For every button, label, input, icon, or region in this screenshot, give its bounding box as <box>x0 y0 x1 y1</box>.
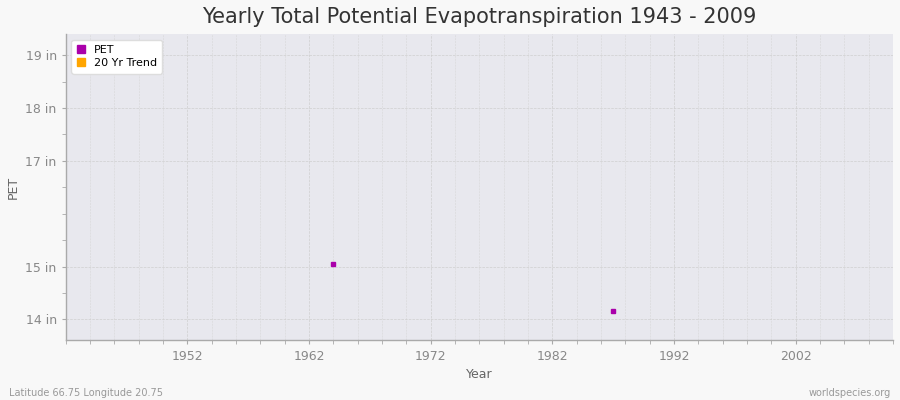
Y-axis label: PET: PET <box>7 176 20 199</box>
Title: Yearly Total Potential Evapotranspiration 1943 - 2009: Yearly Total Potential Evapotranspiratio… <box>202 7 757 27</box>
Text: worldspecies.org: worldspecies.org <box>809 388 891 398</box>
X-axis label: Year: Year <box>466 368 492 381</box>
Legend: PET, 20 Yr Trend: PET, 20 Yr Trend <box>71 40 162 74</box>
Text: Latitude 66.75 Longitude 20.75: Latitude 66.75 Longitude 20.75 <box>9 388 163 398</box>
